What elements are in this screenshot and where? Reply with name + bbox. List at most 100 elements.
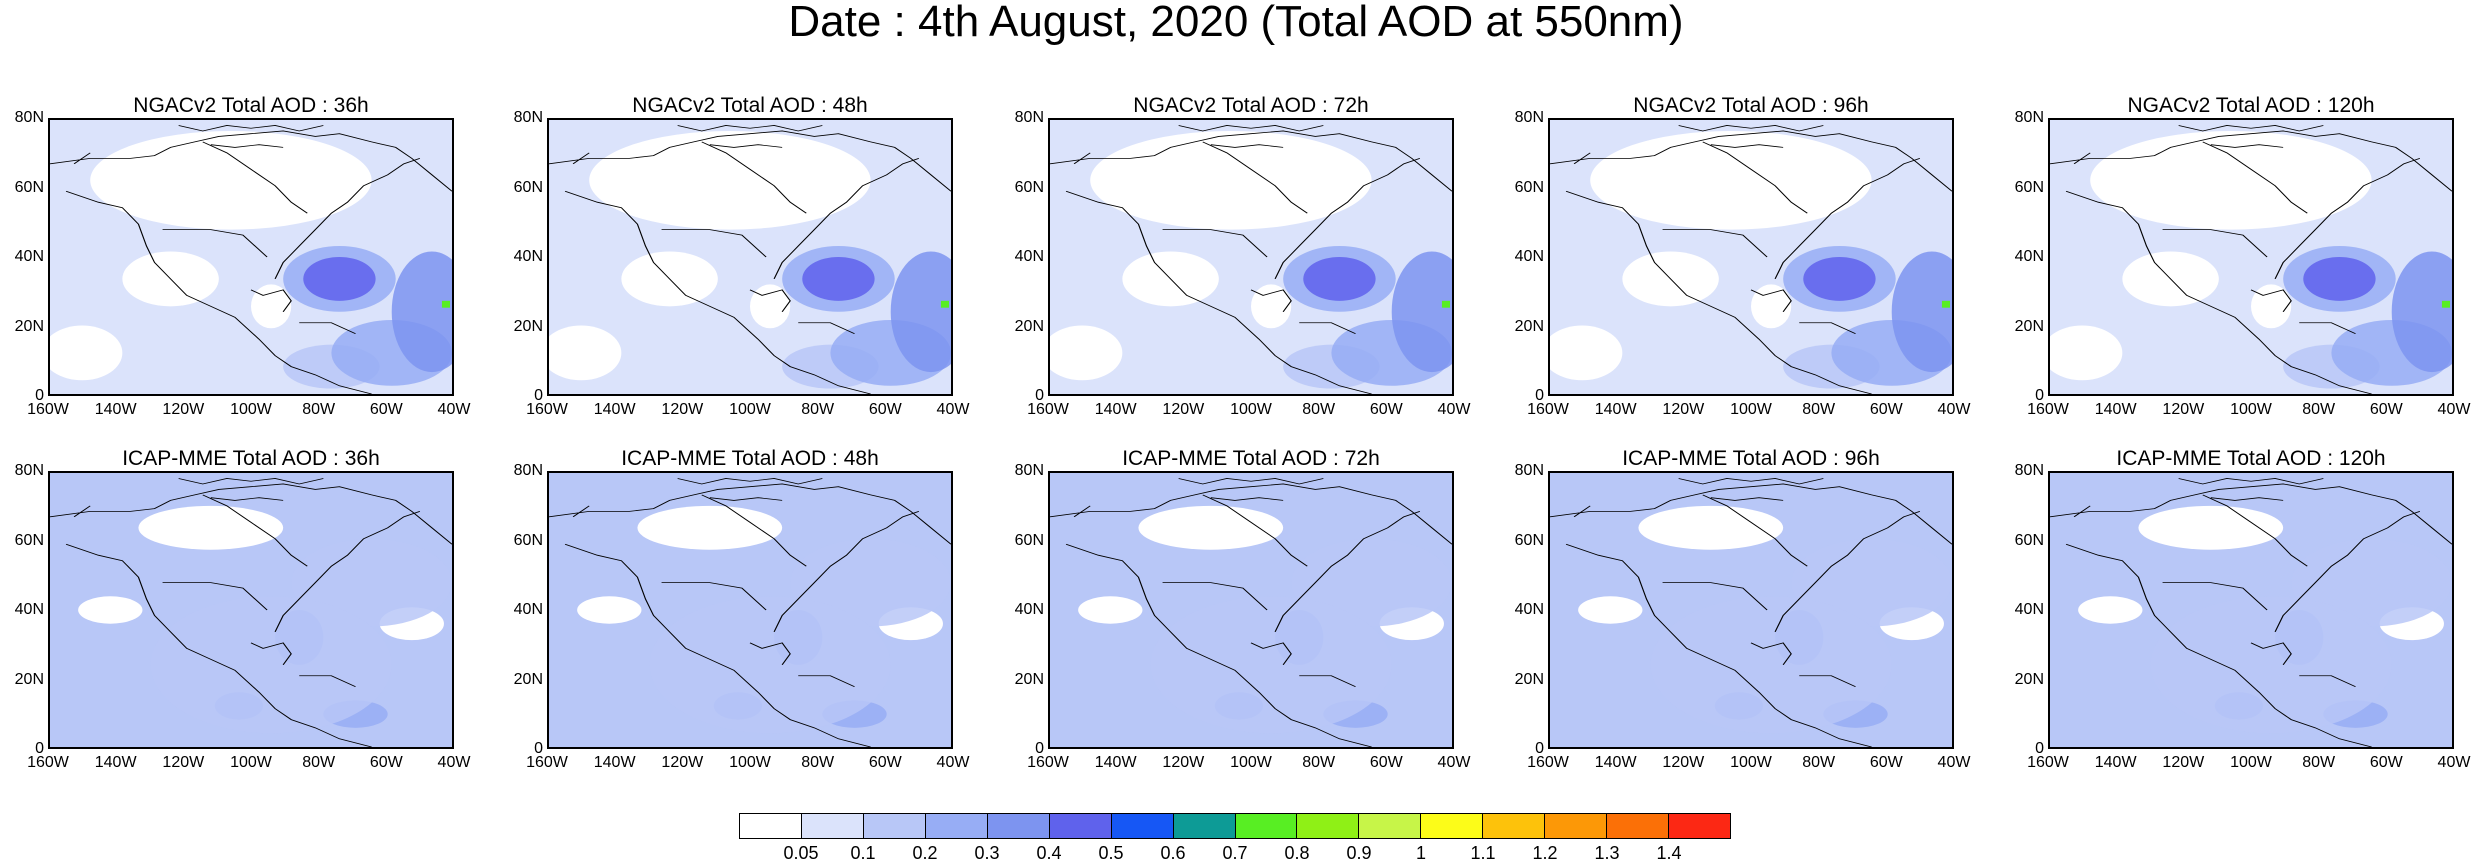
lat-tick-label: 40N (2014, 248, 2044, 265)
lat-tick-label: 40N (1514, 601, 1544, 618)
lon-tick-label: 60W (369, 754, 403, 771)
aod-plume (890, 251, 951, 373)
aod-plume (1891, 251, 1952, 373)
lon-tick-label: 100W (230, 401, 272, 418)
aod-plume (303, 257, 376, 301)
lon-tick-label: 160W (1527, 754, 1569, 771)
aod-field (50, 120, 452, 394)
aod-map-panel (48, 118, 454, 396)
lat-tick-label: 80N (14, 109, 44, 126)
lon-tick-label: 100W (729, 401, 771, 418)
lat-tick-label: 0 (1035, 387, 1044, 404)
lon-tick-label: 120W (1162, 401, 1205, 418)
coastline (2050, 478, 2452, 747)
aod-plume (1150, 596, 1392, 734)
aod-plume (291, 538, 452, 627)
aod-peak (441, 300, 450, 308)
lat-tick-label: 20N (1014, 317, 1044, 335)
lon-tick-label: 60W (369, 401, 403, 418)
aod-field (1550, 473, 1952, 747)
aod-map-panel (2048, 118, 2454, 396)
lon-tick-label: 140W (1594, 401, 1637, 418)
clear-region (2078, 596, 2143, 624)
lon-tick-label: 40W (2437, 754, 2471, 771)
panel-title: NGACv2 Total AOD : 120h (2127, 94, 2375, 117)
clear-region (138, 505, 284, 550)
aod-map-panel (1048, 471, 1454, 749)
lat-tick-label: 0 (1535, 387, 1544, 404)
lon-tick-label: 100W (1230, 401, 1272, 418)
aod-plume (649, 596, 891, 734)
lat-tick-label: 60N (2014, 531, 2044, 549)
lon-tick-label: 120W (661, 401, 704, 418)
aod-plume (1291, 538, 1452, 627)
colorbar-label: 0.2 (912, 843, 938, 863)
clear-region (90, 130, 372, 230)
lon-tick-label: 100W (1730, 754, 1772, 771)
lat-tick-label: 80N (2014, 109, 2044, 126)
colorbar-label: 0.1 (850, 843, 876, 863)
colorbar-label: 0.5 (1098, 843, 1124, 863)
lon-tick-label: 40W (936, 754, 970, 771)
clear-region (1638, 505, 1784, 550)
panel-title: ICAP-MME Total AOD : 36h (122, 447, 380, 470)
aod-plume (790, 538, 951, 627)
aod-peak (940, 300, 949, 308)
aod-field (2050, 120, 2452, 394)
colorbar-label: 0.8 (1284, 843, 1310, 863)
panel-title: ICAP-MME Total AOD : 48h (621, 447, 879, 470)
lon-tick-label: 60W (868, 754, 902, 771)
colorbar-box (740, 814, 802, 838)
lon-tick-label: 120W (661, 754, 704, 771)
lon-tick-label: 80W (1802, 754, 1836, 771)
aod-plume (2150, 596, 2392, 734)
clear-region (1050, 325, 1123, 381)
panel-title: ICAP-MME Total AOD : 96h (1622, 447, 1880, 470)
lat-tick-label: 0 (35, 387, 44, 404)
panel-title: NGACv2 Total AOD : 96h (1633, 94, 1869, 117)
lat-tick-label: 40N (1014, 248, 1044, 265)
lon-tick-label: 120W (1662, 754, 1705, 771)
colorbar-box (1235, 814, 1298, 838)
lon-tick-label: 160W (526, 401, 568, 418)
aod-field (549, 120, 951, 394)
figure-title: Date : 4th August, 2020 (Total AOD at 55… (788, 0, 1684, 46)
colorbar-box (1669, 814, 1730, 838)
aod-plume (150, 596, 392, 734)
lon-tick-label: 80W (1802, 401, 1836, 418)
colorbar-box (1297, 814, 1360, 838)
lat-tick-label: 80N (513, 109, 543, 126)
colorbar-box (1111, 814, 1174, 838)
aod-map-panel (48, 471, 454, 749)
lon-tick-label: 160W (27, 401, 69, 418)
coastline (1550, 125, 1952, 394)
lon-tick-label: 120W (1662, 401, 1705, 418)
coastline (50, 478, 452, 747)
colorbar-box (1607, 814, 1670, 838)
lat-tick-label: 80N (1014, 462, 1044, 479)
clear-region (589, 130, 871, 230)
lat-tick-label: 80N (1514, 109, 1544, 126)
clear-region (2251, 284, 2292, 329)
colorbar-box (1483, 814, 1546, 838)
lon-tick-label: 140W (1594, 754, 1637, 771)
coastline (549, 125, 951, 394)
lon-tick-label: 80W (1302, 754, 1336, 771)
lat-tick-label: 80N (2014, 462, 2044, 479)
clear-region (2050, 325, 2123, 381)
lat-tick-label: 0 (2035, 387, 2044, 404)
clear-region (50, 325, 123, 381)
clear-region (251, 284, 292, 329)
colorbar-label: 1.4 (1656, 843, 1682, 863)
aod-map-panel (547, 471, 953, 749)
aod-field (1050, 473, 1452, 747)
lat-tick-label: 60N (1514, 178, 1544, 196)
colorbar-label: 1 (1415, 843, 1426, 863)
colorbar-box (925, 814, 988, 838)
lat-tick-label: 20N (1514, 317, 1544, 335)
lat-tick-label: 80N (1014, 109, 1044, 126)
panel-title: ICAP-MME Total AOD : 72h (1122, 447, 1380, 470)
lat-tick-label: 20N (1514, 670, 1544, 688)
panel-title: NGACv2 Total AOD : 72h (1133, 94, 1369, 117)
lat-tick-label: 60N (2014, 178, 2044, 196)
